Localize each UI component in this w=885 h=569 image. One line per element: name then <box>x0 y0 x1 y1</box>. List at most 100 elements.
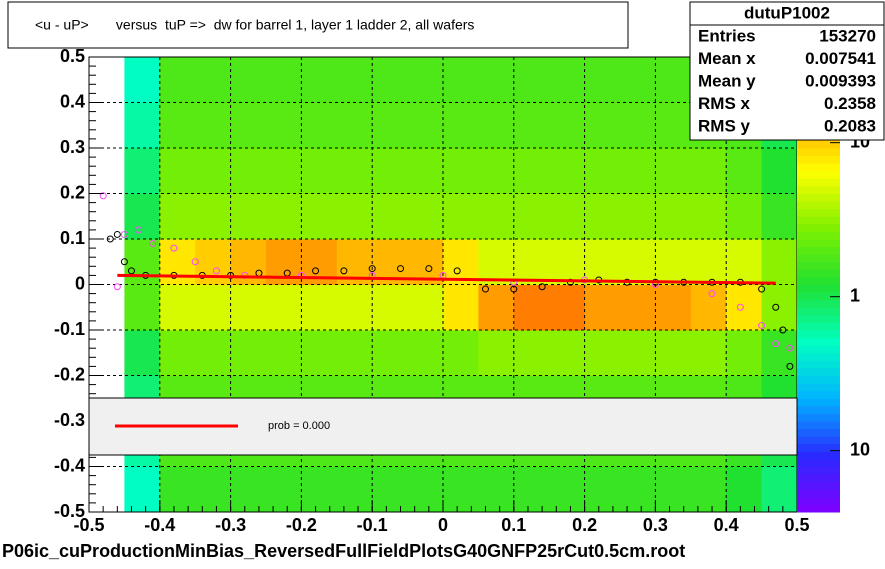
heat-cell <box>478 102 515 149</box>
heat-cell <box>690 284 727 331</box>
heat-cell <box>690 148 727 194</box>
profile-point <box>106 235 114 243</box>
colorbar-band <box>797 398 840 407</box>
heat-cell <box>513 239 550 285</box>
heat-cell <box>443 239 479 285</box>
heat-cell <box>513 193 550 240</box>
heat-cell <box>761 239 798 285</box>
heat-cell <box>761 193 798 240</box>
heat-cell <box>159 284 196 331</box>
z-tick-label: 10 <box>850 439 870 459</box>
heat-cell <box>124 193 161 240</box>
colorbar-band <box>797 337 840 346</box>
heat-cell <box>266 466 302 513</box>
heat-cell <box>443 102 479 149</box>
heat-cell <box>620 102 656 149</box>
heat-cell <box>620 284 656 331</box>
colorbar-band <box>797 155 840 164</box>
heat-cell <box>407 193 444 240</box>
profile-point <box>212 267 220 275</box>
heat-cell <box>726 330 763 376</box>
profile-point <box>786 344 794 352</box>
colorbar-band <box>797 474 840 483</box>
heat-cell <box>655 466 692 513</box>
y-tick-label: -0.4 <box>54 455 85 475</box>
profile-point <box>758 285 766 293</box>
profile-point <box>191 258 199 266</box>
legend-text: prob = 0.000 <box>268 420 330 432</box>
heat-cell <box>761 330 798 376</box>
heat-cell <box>407 284 444 331</box>
profile-point <box>340 267 348 275</box>
profile-point <box>453 267 461 275</box>
colorbar-band <box>797 436 840 445</box>
stats-label: Mean x <box>698 49 756 68</box>
colorbar-band <box>797 322 840 331</box>
heat-cell <box>513 330 550 376</box>
heat-cell <box>336 57 373 103</box>
heat-cell <box>124 57 161 103</box>
heat-cell <box>513 284 550 331</box>
x-tick-label: 0.5 <box>784 515 809 535</box>
colorbar-band <box>797 193 840 202</box>
heat-cell <box>230 57 267 103</box>
profile-point <box>538 283 546 291</box>
stats-value: 0.2083 <box>824 116 876 135</box>
profile-point <box>736 303 744 311</box>
colorbar-band <box>797 216 840 225</box>
heat-cell <box>761 466 798 513</box>
heat-cell <box>266 57 302 103</box>
heat-cell <box>159 330 196 376</box>
colorbar-band <box>797 405 840 414</box>
profile-point <box>772 303 780 311</box>
colorbar-band <box>797 148 840 157</box>
heat-cell <box>230 193 267 240</box>
heat-cell <box>478 148 515 194</box>
stats-value: 0.009393 <box>805 71 876 90</box>
colorbar-band <box>797 299 840 308</box>
z-tick-label: 1 <box>850 285 860 305</box>
heat-cell <box>372 148 409 194</box>
colorbar-band <box>797 481 840 490</box>
heat-cell <box>690 330 727 376</box>
heat-cell <box>266 284 302 331</box>
heat-cell <box>195 330 232 376</box>
colorbar-band <box>797 345 840 354</box>
heat-cell <box>690 239 727 285</box>
x-tick-label: 0.4 <box>714 515 739 535</box>
x-tick-label: -0.1 <box>357 515 388 535</box>
y-tick-label: 0.2 <box>60 182 85 202</box>
colorbar-band <box>797 208 840 217</box>
colorbar-band <box>797 352 840 361</box>
y-tick-label: -0.2 <box>54 364 85 384</box>
colorbar-band <box>797 170 840 179</box>
heat-cell <box>584 102 621 149</box>
stats-value: 0.2358 <box>824 94 876 113</box>
colorbar-band <box>797 458 840 467</box>
profile-point <box>481 285 489 293</box>
x-tick-label: -0.2 <box>286 515 317 535</box>
y-tick-label: -0.5 <box>54 501 85 521</box>
x-tick-label: 0.2 <box>572 515 597 535</box>
heat-cell <box>620 466 656 513</box>
heat-cell <box>195 57 232 103</box>
profile-point <box>113 230 121 238</box>
y-tick-label: 0.4 <box>60 91 85 111</box>
colorbar-band <box>797 489 840 498</box>
heat-cell <box>301 284 338 331</box>
colorbar-band <box>797 201 840 210</box>
heat-cell <box>336 330 373 376</box>
footer: P06ic_cuProductionMinBias_ReversedFullFi… <box>2 541 685 561</box>
heat-cell <box>195 148 232 194</box>
profile-point <box>708 290 716 298</box>
profile-point <box>120 258 128 266</box>
heat-cell <box>230 148 267 194</box>
heat-cell <box>159 102 196 149</box>
profile-point <box>425 265 433 273</box>
heat-cell <box>584 193 621 240</box>
heat-cell <box>336 466 373 513</box>
heat-cell <box>443 193 479 240</box>
profile-point <box>135 226 143 234</box>
colorbar-band <box>797 284 840 293</box>
heat-cell <box>443 466 479 513</box>
